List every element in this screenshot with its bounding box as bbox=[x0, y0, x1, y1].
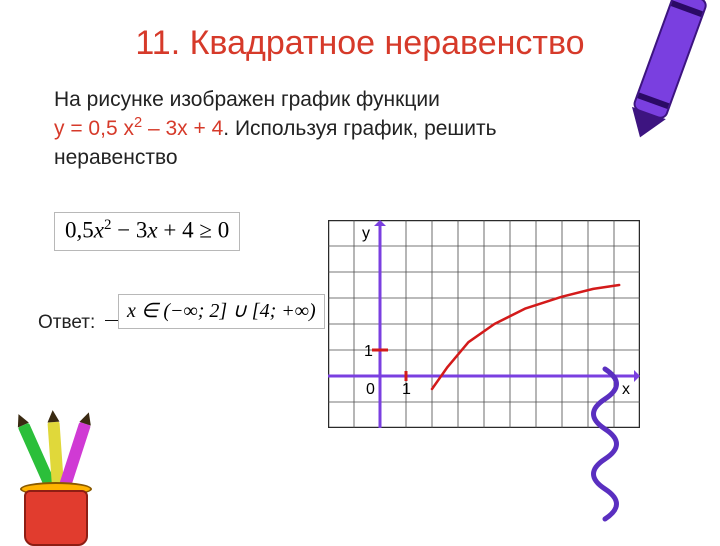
problem-prompt: На рисунке изображен график функции у = … bbox=[54, 86, 574, 172]
squiggle-decoration bbox=[580, 364, 630, 534]
svg-text:1: 1 bbox=[402, 381, 411, 398]
svg-text:1: 1 bbox=[364, 343, 373, 360]
answer-value: x ∈ (−∞; 2] ∪ [4; +∞) bbox=[118, 294, 325, 329]
prompt-line1: На рисунке изображен график функции bbox=[54, 88, 440, 111]
svg-text:у: у bbox=[362, 225, 370, 242]
page-title: 11. Квадратное неравенство bbox=[0, 24, 720, 63]
prompt-equation: у = 0,5 х2 – 3х + 4 bbox=[54, 117, 223, 140]
answer-label: Ответ: bbox=[38, 312, 95, 333]
inequality-formula: 0,5x2 − 3x + 4 ≥ 0 bbox=[54, 212, 240, 251]
pencil-cup-decoration bbox=[6, 416, 116, 546]
crayon-decoration bbox=[623, 0, 709, 144]
svg-text:0: 0 bbox=[366, 381, 375, 398]
